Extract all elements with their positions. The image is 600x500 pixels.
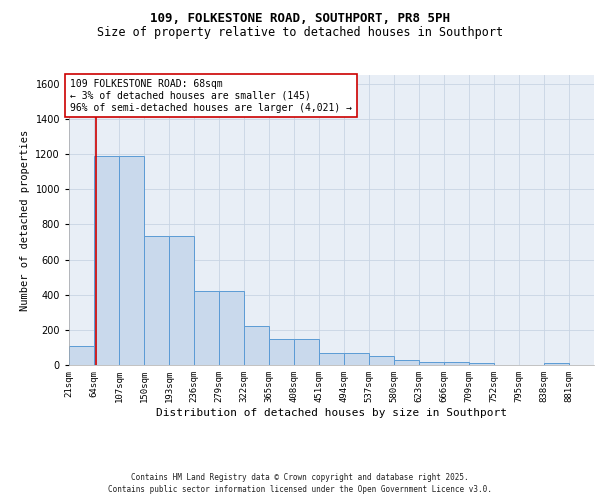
Bar bbox=[369, 356, 394, 365]
Bar bbox=[544, 363, 569, 365]
X-axis label: Distribution of detached houses by size in Southport: Distribution of detached houses by size … bbox=[156, 408, 507, 418]
Bar bbox=[269, 338, 294, 365]
Text: Contains public sector information licensed under the Open Government Licence v3: Contains public sector information licen… bbox=[108, 485, 492, 494]
Bar bbox=[94, 156, 119, 365]
Bar bbox=[219, 291, 244, 365]
Text: Size of property relative to detached houses in Southport: Size of property relative to detached ho… bbox=[97, 26, 503, 39]
Bar bbox=[119, 156, 144, 365]
Bar bbox=[319, 352, 344, 365]
Text: 109, FOLKESTONE ROAD, SOUTHPORT, PR8 5PH: 109, FOLKESTONE ROAD, SOUTHPORT, PR8 5PH bbox=[150, 12, 450, 26]
Bar bbox=[144, 236, 169, 365]
Bar bbox=[469, 363, 494, 365]
Text: Contains HM Land Registry data © Crown copyright and database right 2025.: Contains HM Land Registry data © Crown c… bbox=[131, 472, 469, 482]
Bar bbox=[444, 362, 469, 365]
Text: 109 FOLKESTONE ROAD: 68sqm
← 3% of detached houses are smaller (145)
96% of semi: 109 FOLKESTONE ROAD: 68sqm ← 3% of detac… bbox=[70, 80, 352, 112]
Bar bbox=[244, 326, 269, 365]
Y-axis label: Number of detached properties: Number of detached properties bbox=[20, 130, 30, 310]
Bar bbox=[169, 236, 194, 365]
Bar bbox=[69, 346, 94, 365]
Bar bbox=[294, 338, 319, 365]
Bar bbox=[344, 352, 369, 365]
Bar bbox=[394, 360, 419, 365]
Bar bbox=[194, 291, 219, 365]
Bar bbox=[419, 362, 444, 365]
